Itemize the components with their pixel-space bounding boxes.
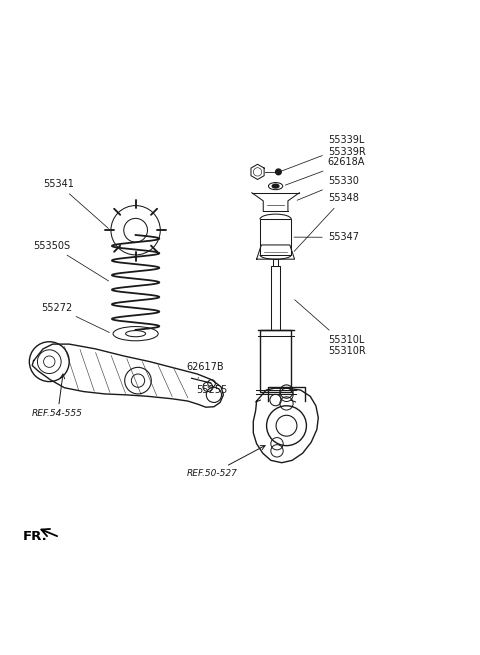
Text: 55341: 55341 xyxy=(43,179,108,229)
Text: 55347: 55347 xyxy=(294,233,359,242)
Text: 55330: 55330 xyxy=(297,176,359,200)
Text: 55339L
55339R: 55339L 55339R xyxy=(282,136,366,171)
Text: 55272: 55272 xyxy=(42,303,109,333)
Text: 62617B: 62617B xyxy=(187,362,225,379)
Circle shape xyxy=(276,169,281,175)
Polygon shape xyxy=(32,344,223,407)
Text: 55350S: 55350S xyxy=(34,241,108,281)
Text: 55310L
55310R: 55310L 55310R xyxy=(295,300,366,356)
Text: REF.54-555: REF.54-555 xyxy=(32,374,83,419)
Circle shape xyxy=(44,356,55,367)
Text: REF.50-527: REF.50-527 xyxy=(187,445,265,478)
Text: 55348: 55348 xyxy=(294,193,359,252)
Text: 62618A: 62618A xyxy=(285,157,365,185)
Text: FR.: FR. xyxy=(23,530,48,543)
Text: 55255: 55255 xyxy=(196,385,228,395)
Polygon shape xyxy=(253,388,318,462)
Ellipse shape xyxy=(272,184,279,188)
